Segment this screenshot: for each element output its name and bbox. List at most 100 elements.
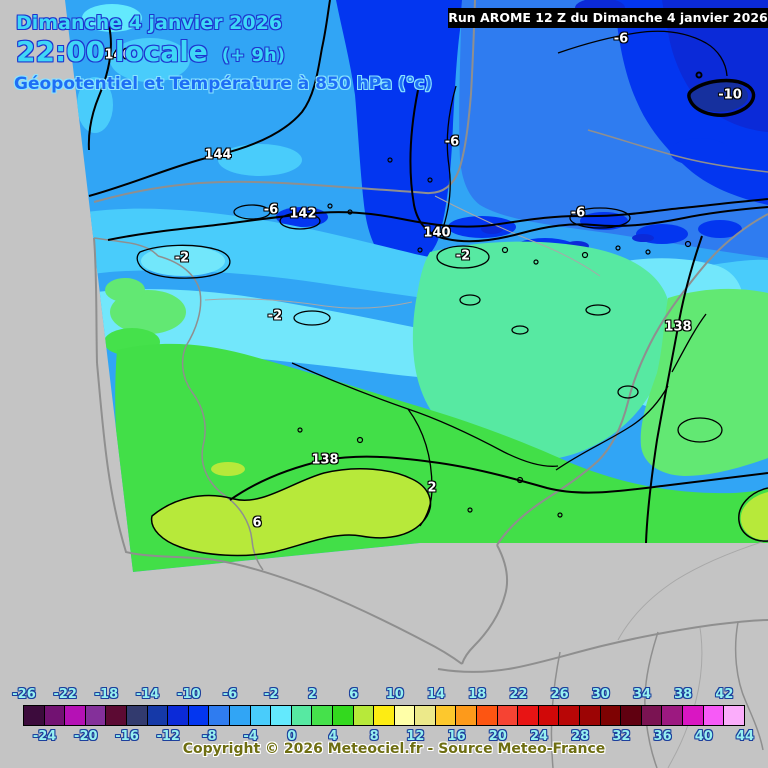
scale-box xyxy=(599,705,622,726)
copyright-label: Copyright © 2026 Meteociel.fr - Source M… xyxy=(182,741,606,757)
scale-box xyxy=(105,705,127,726)
map-subtitle: Géopotentiel et Température à 850 hPa (°… xyxy=(14,74,433,94)
scale-tick-label: -4 xyxy=(243,729,258,744)
contour-label: -6 xyxy=(263,202,279,218)
scale-box xyxy=(373,705,395,726)
contour-label: 142 xyxy=(289,206,317,222)
contour-label: 140 xyxy=(423,225,451,241)
scale-box xyxy=(187,705,210,726)
scale-box xyxy=(579,705,601,726)
scale-bottom-labels: -24 -20 -16 -12 -8 -4 0 4 8 12 16 20 24 28 32 36 40 44 xyxy=(0,729,768,745)
temperature-contours xyxy=(136,30,768,557)
scale-box xyxy=(414,705,436,726)
contour-label: -2 xyxy=(455,248,471,264)
contour-label: -10 xyxy=(718,87,742,103)
scale-box xyxy=(43,705,66,726)
scale-box xyxy=(331,705,354,726)
scale-tick-label: -20 xyxy=(74,729,98,744)
scale-tick-label: -2 xyxy=(263,687,279,702)
scale-box xyxy=(393,705,416,726)
scale-box xyxy=(434,705,457,726)
contour-label: -6 xyxy=(613,31,629,47)
geopotential-contours xyxy=(87,0,768,544)
header: Dimanche 4 janvier 2026 22:00 locale (+ 9… xyxy=(16,12,285,68)
scale-tick-label: 20 xyxy=(488,729,507,744)
scale-box xyxy=(723,705,745,726)
scale-tick-label: 16 xyxy=(447,729,466,744)
scale-box xyxy=(517,705,539,726)
scale-tick-label: -6 xyxy=(222,687,238,702)
scale-tick-label: -8 xyxy=(202,729,217,744)
scale-tick-label: 34 xyxy=(632,687,652,702)
date-label: Dimanche 4 janvier 2026 xyxy=(16,12,283,34)
contour-label: -2 xyxy=(174,250,190,266)
scale-box xyxy=(455,705,478,726)
scale-tick-label: -12 xyxy=(156,729,180,744)
scale-box xyxy=(146,705,169,726)
scale-tick-label: -14 xyxy=(135,687,160,702)
scale-box xyxy=(228,705,251,726)
contour-label: -6 xyxy=(444,134,460,150)
scale-tick-label: 10 xyxy=(385,687,404,702)
scale-box xyxy=(125,705,148,726)
color-scale-boxes xyxy=(23,705,745,726)
scale-tick-label: 18 xyxy=(468,687,487,702)
run-banner: Run AROME 12 Z du Dimanche 4 janvier 202… xyxy=(448,8,768,28)
scale-box xyxy=(167,705,189,726)
scale-tick-label: 4 xyxy=(328,729,338,744)
scale-tick-label: 28 xyxy=(571,729,590,744)
scale-tick-label: -24 xyxy=(32,729,57,744)
contour-label: 138 xyxy=(664,319,692,335)
scale-box xyxy=(84,705,107,726)
scale-box xyxy=(640,705,663,726)
scale-tick-label: 2 xyxy=(307,687,317,702)
contour-label: 2 xyxy=(427,480,437,496)
scale-box xyxy=(64,705,86,726)
scale-box xyxy=(476,705,498,726)
scale-box xyxy=(558,705,581,726)
scale-tick-label: 42 xyxy=(715,687,734,702)
contour-label: 138 xyxy=(311,452,339,468)
scale-tick-label: 44 xyxy=(735,729,755,744)
scale-tick-label: -10 xyxy=(177,687,201,702)
forecast-offset-label: (+ 9h) xyxy=(221,45,285,66)
scale-tick-label: 38 xyxy=(674,687,693,702)
scale-box xyxy=(682,705,704,726)
scale-tick-label: -16 xyxy=(115,729,139,744)
scale-tick-label: 12 xyxy=(406,729,425,744)
scale-box xyxy=(311,705,333,726)
contour-label: 146 xyxy=(104,47,132,63)
scale-box xyxy=(352,705,375,726)
scale-box xyxy=(620,705,642,726)
scale-box xyxy=(496,705,519,726)
scale-box xyxy=(537,705,560,726)
scale-tick-label: 26 xyxy=(550,687,569,702)
contour-label: -2 xyxy=(267,308,283,324)
scale-box xyxy=(290,705,313,726)
scale-tick-label: -22 xyxy=(53,687,77,702)
scale-box xyxy=(702,705,725,726)
scale-box xyxy=(249,705,272,726)
scale-tick-label: 8 xyxy=(369,729,379,744)
scale-tick-label: 36 xyxy=(653,729,672,744)
scale-box xyxy=(270,705,292,726)
scale-box xyxy=(661,705,683,726)
scale-tick-label: 32 xyxy=(612,729,631,744)
scale-tick-label: -18 xyxy=(94,687,119,702)
scale-tick-label: 30 xyxy=(591,687,610,702)
scale-tick-label: 40 xyxy=(694,729,713,744)
contour-label: -6 xyxy=(570,205,586,221)
contour-label: 6 xyxy=(252,515,262,531)
scale-box xyxy=(23,705,45,726)
scale-tick-label: 24 xyxy=(529,729,549,744)
scale-box xyxy=(208,705,230,726)
scale-tick-label: -26 xyxy=(12,687,36,702)
contour-label: 144 xyxy=(204,147,232,163)
scale-top-labels: -26 -22 -18 -14 -10 -6 -2 2 6 10 14 18 22 26 30 34 38 42 xyxy=(0,687,768,703)
time-label: 22:00 locale xyxy=(16,35,208,68)
scale-tick-label: 0 xyxy=(287,729,297,744)
scale-tick-label: 6 xyxy=(349,687,359,702)
